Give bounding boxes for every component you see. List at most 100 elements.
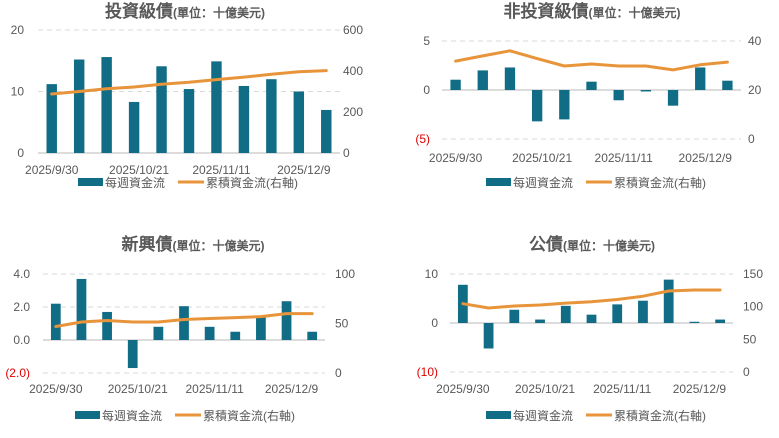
x-axis-tick-label: 2025/12/9 [679, 151, 733, 165]
right-axis-tick-label: 50 [335, 317, 349, 331]
bar [690, 322, 700, 323]
bar [641, 90, 651, 91]
bar [668, 90, 678, 106]
legend-line-label: 累積資金流(右軸) [614, 175, 706, 190]
legend-bar-label: 每週資金流 [513, 175, 573, 190]
x-axis-tick-label: 2025/10/21 [109, 163, 169, 177]
right-axis-tick-label: 50 [743, 332, 757, 346]
x-axis-tick-label: 2025/9/30 [25, 163, 79, 177]
bar [612, 304, 622, 323]
bar [256, 317, 266, 340]
bar [294, 92, 304, 154]
bar [128, 340, 138, 368]
bar [230, 332, 240, 340]
legend-bar-swatch [486, 411, 511, 419]
left-axis-tick-label: 0.0 [13, 333, 30, 347]
right-axis-tick-label: 20 [748, 83, 762, 97]
bar [715, 320, 725, 323]
left-axis-tick-label: 0 [431, 316, 438, 330]
right-axis-tick-label: 150 [743, 267, 763, 281]
left-axis-tick-label: 10 [11, 85, 25, 99]
chart-title-unit: (單位：十億美元) [173, 5, 265, 20]
right-axis-tick-label: 40 [748, 34, 762, 48]
bar [535, 320, 545, 323]
legend-bar-label: 每週資金流 [102, 408, 162, 423]
bar [509, 310, 519, 323]
right-axis-tick-label: 400 [343, 64, 363, 78]
x-axis-tick-label: 2025/10/21 [512, 151, 572, 165]
legend: 每週資金流 累積資金流(右軸) [486, 175, 706, 190]
legend-bar-label: 每週資金流 [513, 408, 573, 423]
bar [638, 301, 648, 323]
bar [484, 323, 494, 348]
right-axis-tick-label: 100 [743, 300, 763, 314]
left-axis-tick-label: (5) [415, 132, 430, 146]
chart-title: 投資級債(單位：十億美元) [105, 1, 265, 21]
bar [478, 70, 488, 90]
left-axis-tick-label: 0 [17, 146, 24, 160]
left-axis-tick-label: 5 [423, 34, 430, 48]
bar [184, 89, 194, 153]
bar [664, 280, 674, 323]
bar [74, 60, 84, 153]
left-axis-tick-label: 20 [11, 23, 25, 37]
left-axis-tick-label: (2.0) [5, 366, 30, 380]
bar [282, 301, 292, 340]
x-axis-tick-label: 2025/9/30 [29, 382, 83, 396]
bar [450, 80, 460, 90]
bar [179, 306, 189, 340]
legend-bar-label: 每週資金流 [105, 175, 165, 190]
x-axis-tick-label: 2025/9/30 [436, 382, 490, 396]
bar [307, 332, 317, 340]
bar [586, 82, 596, 90]
bar [77, 279, 87, 340]
bar [239, 86, 249, 153]
legend-line-label: 累積資金流(右軸) [203, 408, 295, 423]
bar [532, 90, 542, 121]
chart-title-unit: (單位：十億美元) [589, 5, 681, 20]
legend-line-label: 累積資金流(右軸) [614, 408, 706, 423]
x-axis-tick-label: 2025/12/9 [265, 382, 319, 396]
legend-line-label: 累積資金流(右軸) [206, 175, 298, 190]
x-axis-tick-label: 2025/10/21 [515, 382, 575, 396]
right-axis-tick-label: 0 [335, 366, 342, 380]
right-axis-tick-label: 200 [343, 105, 363, 119]
x-axis-tick-label: 2025/12/9 [277, 163, 331, 177]
bar [102, 312, 112, 340]
right-axis-tick-label: 0 [743, 365, 750, 379]
bar [156, 66, 166, 153]
x-axis-tick-label: 2025/11/11 [192, 163, 251, 177]
right-axis-tick-label: 600 [343, 23, 363, 37]
bar [505, 67, 515, 90]
chart-title-main: 投資級債 [105, 1, 173, 21]
legend-bar-swatch [486, 178, 511, 186]
chart-title: 公債(單位：十億美元) [529, 234, 655, 254]
legend-bar-swatch [75, 411, 100, 419]
left-axis-tick-label: 10 [425, 267, 439, 281]
legend: 每週資金流 累積資金流(右軸) [75, 408, 295, 423]
bar [101, 57, 111, 153]
bar [587, 315, 597, 323]
left-axis-tick-label: 2.0 [13, 300, 30, 314]
bar [695, 67, 705, 90]
bar [614, 90, 624, 100]
chart-title-unit: (單位：十億美元) [173, 238, 265, 253]
chart-title-main: 新興債 [122, 234, 173, 254]
bar [559, 90, 569, 119]
x-axis-tick-label: 2025/12/9 [673, 382, 727, 396]
legend: 每週資金流 累積資金流(右軸) [78, 175, 298, 190]
bar [211, 61, 221, 153]
x-axis-tick-label: 2025/11/11 [595, 151, 654, 165]
chart-title: 新興債(單位：十億美元) [122, 234, 265, 254]
cumulative-line [456, 51, 728, 70]
right-axis-tick-label: 0 [343, 146, 350, 160]
left-axis-tick-label: 4.0 [13, 267, 30, 281]
legend-bar-swatch [78, 178, 103, 186]
legend: 每週資金流 累積資金流(右軸) [486, 408, 706, 423]
